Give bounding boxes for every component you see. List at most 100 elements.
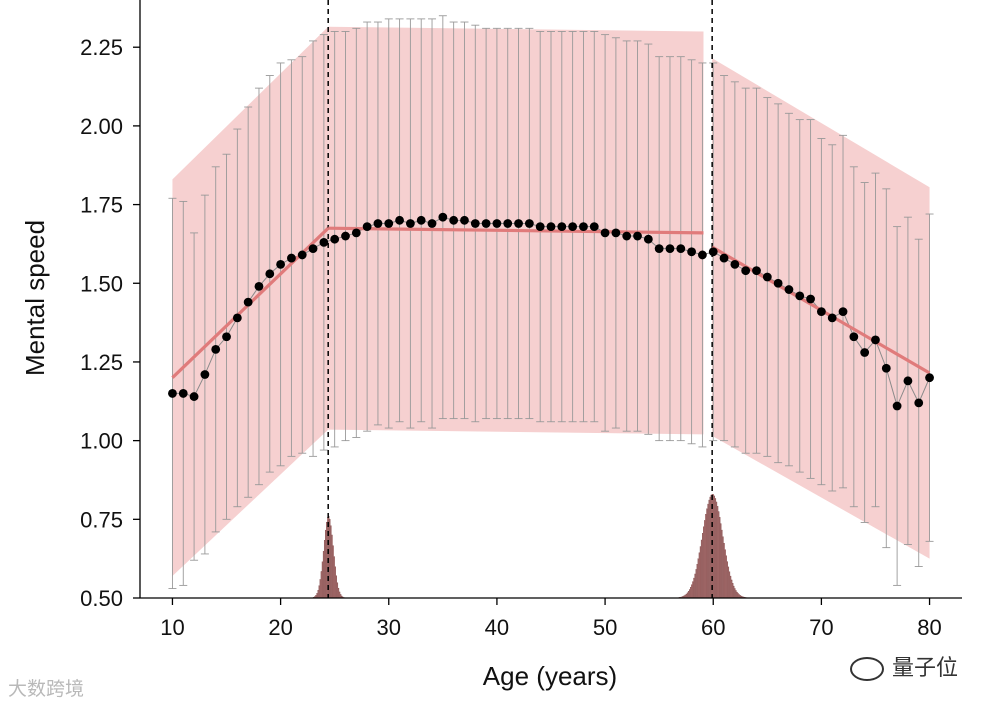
histogram-bar: [334, 566, 336, 599]
histogram-bar: [323, 540, 326, 599]
histogram-bar: [717, 506, 719, 599]
data-point: [708, 247, 718, 257]
histogram-bar: [320, 571, 322, 599]
data-point: [351, 228, 361, 238]
data-point: [719, 253, 729, 263]
histogram-bar: [700, 539, 703, 599]
data-point: [741, 266, 751, 276]
data-point: [330, 234, 340, 244]
x-axis-title: Age (years): [483, 661, 617, 691]
x-tick-label: 60: [701, 615, 725, 640]
data-point: [535, 222, 545, 232]
data-point: [265, 269, 275, 279]
breakpoint-histograms: [311, 494, 749, 599]
data-point: [687, 247, 697, 257]
histogram-bar: [333, 556, 335, 599]
data-point: [168, 389, 177, 398]
histogram-bar: [732, 583, 734, 599]
data-point: [579, 222, 588, 232]
x-tick-label: 10: [160, 615, 184, 640]
x-tick-label: 20: [268, 615, 292, 640]
watermark-left-text: 大数跨境: [8, 678, 85, 700]
data-point: [524, 219, 534, 228]
data-point: [362, 222, 372, 232]
data-point: [373, 219, 383, 228]
data-point: [395, 215, 404, 225]
histogram-bar: [694, 573, 696, 599]
data-point: [838, 307, 848, 316]
histogram-bar: [703, 526, 705, 599]
histogram-bar: [692, 581, 694, 599]
data-point: [622, 231, 632, 241]
y-tick-label: 1.00: [80, 429, 123, 454]
x-tick-label: 70: [809, 615, 833, 640]
histogram-bar: [733, 585, 735, 599]
histogram-bar: [712, 494, 714, 599]
y-tick-label: 2.00: [80, 114, 123, 139]
data-point: [276, 259, 286, 269]
histogram-bar: [719, 517, 721, 599]
histogram-bar: [705, 514, 707, 599]
data-point: [308, 244, 318, 254]
breakpoint-lines: [327, 0, 713, 598]
data-point: [903, 376, 913, 386]
histogram-bar: [318, 585, 320, 599]
histogram-bar: [702, 533, 704, 599]
watermark-right-text: 量子位: [892, 656, 959, 681]
histogram-bar: [326, 521, 328, 599]
data-point: [514, 219, 523, 228]
y-axis-title: Mental speed: [20, 220, 50, 376]
data-point: [633, 231, 642, 241]
histogram-bar: [693, 577, 695, 599]
y-tick-label: 1.50: [80, 271, 123, 296]
data-point: [341, 231, 350, 241]
data-point: [427, 219, 437, 228]
data-point: [297, 250, 307, 260]
histogram-bar: [710, 494, 712, 599]
histogram-bar: [729, 571, 731, 599]
histogram-bar: [339, 591, 341, 599]
histogram-bar: [319, 579, 321, 599]
data-points: [168, 212, 934, 411]
data-point: [222, 332, 231, 342]
histogram-bar: [731, 579, 733, 599]
data-point: [384, 219, 394, 228]
axes: 10 20 30 40 50 60 70 80 0.50 0.75 1.00 1.25 1.50 1.75…: [80, 0, 962, 640]
data-point: [200, 370, 210, 379]
data-point: [211, 344, 221, 354]
data-point: [762, 272, 772, 282]
histogram-bar: [687, 591, 690, 599]
histogram-bar: [329, 519, 331, 599]
histogram-bar: [704, 520, 706, 599]
histogram-bar: [336, 582, 339, 599]
data-point: [881, 363, 891, 373]
histogram-bar: [325, 529, 327, 599]
histogram-bar: [718, 511, 720, 599]
histogram-bar: [316, 593, 318, 599]
data-point: [773, 278, 783, 288]
histogram-bar: [734, 588, 736, 599]
fit-segment-2: [328, 226, 704, 235]
y-tick-label: 1.25: [80, 350, 123, 375]
data-point: [287, 253, 296, 263]
histogram-bar: [331, 534, 333, 599]
histogram-bar: [713, 495, 715, 599]
data-point: [806, 294, 815, 304]
data-point: [178, 389, 188, 398]
histogram-bar: [723, 543, 725, 599]
data-point: [243, 297, 253, 307]
histogram-bar: [696, 564, 698, 599]
histogram-bar: [735, 590, 737, 599]
histogram-bar: [686, 592, 688, 599]
data-point: [405, 219, 415, 228]
histogram-bar: [727, 566, 730, 599]
data-point: [492, 219, 502, 228]
data-point: [189, 392, 199, 401]
y-tick-label: 0.75: [80, 507, 123, 532]
histogram-bar: [698, 552, 700, 599]
data-point: [730, 259, 740, 269]
data-point: [611, 228, 621, 238]
x-tick-label: 50: [593, 615, 617, 640]
y-tick-label: 2.25: [80, 35, 123, 60]
